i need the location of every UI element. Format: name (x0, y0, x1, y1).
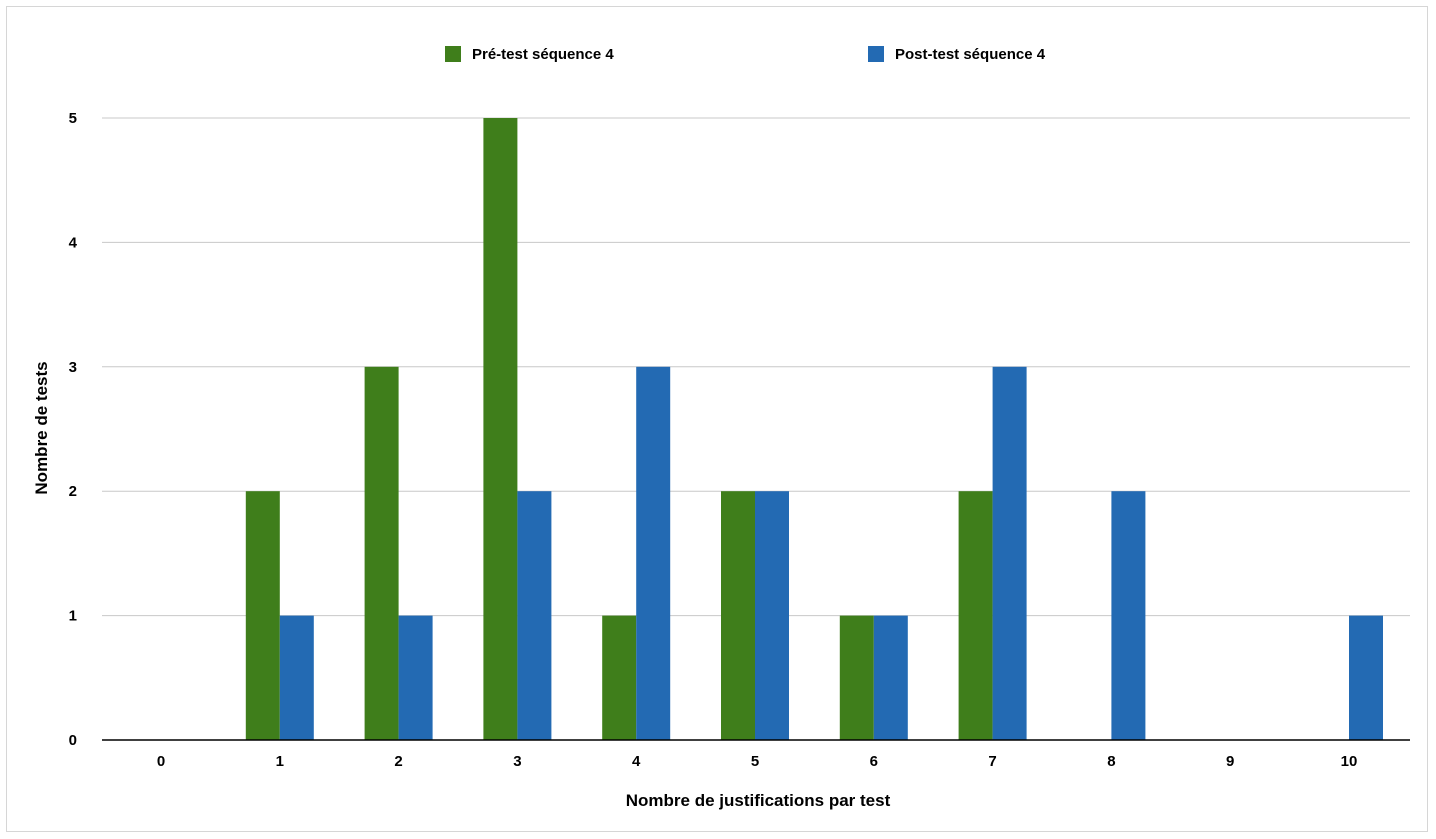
x-tick-label: 8 (1107, 753, 1115, 770)
bar-post-test[interactable] (755, 491, 789, 740)
bars (245, 118, 1383, 740)
y-tick-label: 0 (69, 732, 77, 749)
bar-post-test[interactable] (1349, 615, 1383, 740)
legend-label: Post-test séquence 4 (895, 46, 1046, 63)
y-tick-label: 2 (69, 483, 77, 500)
legend-item-post-test[interactable]: Post-test séquence 4 (868, 46, 1046, 63)
x-tick-label: 9 (1226, 753, 1234, 770)
chart-frame (6, 6, 1428, 832)
x-tick-label: 3 (513, 753, 521, 770)
legend-swatch (445, 46, 461, 62)
bar-pre-test[interactable] (245, 491, 280, 740)
y-tick-label: 1 (69, 608, 77, 625)
bar-pre-test[interactable] (483, 118, 518, 740)
bar-pre-test[interactable] (839, 615, 874, 740)
x-tick-label: 10 (1341, 753, 1358, 770)
y-tick-label: 5 (69, 110, 77, 127)
x-axis-title: Nombre de justifications par test (626, 791, 891, 810)
legend: Pré-test séquence 4 Post-test séquence 4 (445, 46, 1046, 63)
bar-post-test[interactable] (398, 615, 433, 740)
bar-post-test[interactable] (992, 366, 1027, 740)
y-axis-ticks: 0 1 2 3 4 5 (69, 110, 78, 749)
bar-post-test[interactable] (636, 366, 671, 740)
y-tick-label: 3 (69, 359, 77, 376)
bar-post-test[interactable] (873, 615, 908, 740)
x-axis-ticks: 0 1 2 3 4 5 6 7 8 9 10 (157, 753, 1358, 770)
legend-item-pre-test[interactable]: Pré-test séquence 4 (445, 46, 614, 63)
bar-post-test[interactable] (279, 615, 314, 740)
legend-swatch (868, 46, 884, 62)
x-tick-label: 7 (988, 753, 996, 770)
x-tick-label: 5 (751, 753, 759, 770)
x-tick-label: 1 (276, 753, 284, 770)
x-tick-label: 6 (870, 753, 878, 770)
bar-post-test[interactable] (1111, 491, 1146, 740)
x-tick-label: 0 (157, 753, 165, 770)
bar-post-test[interactable] (517, 491, 552, 740)
bar-pre-test[interactable] (958, 491, 993, 740)
bar-pre-test[interactable] (364, 366, 399, 740)
bar-pre-test[interactable] (602, 615, 637, 740)
x-tick-label: 2 (394, 753, 402, 770)
legend-label: Pré-test séquence 4 (472, 46, 614, 63)
x-tick-label: 4 (632, 753, 641, 770)
y-axis-title: Nombre de tests (32, 361, 51, 494)
bar-pre-test[interactable] (721, 491, 755, 740)
y-tick-label: 4 (69, 234, 78, 251)
